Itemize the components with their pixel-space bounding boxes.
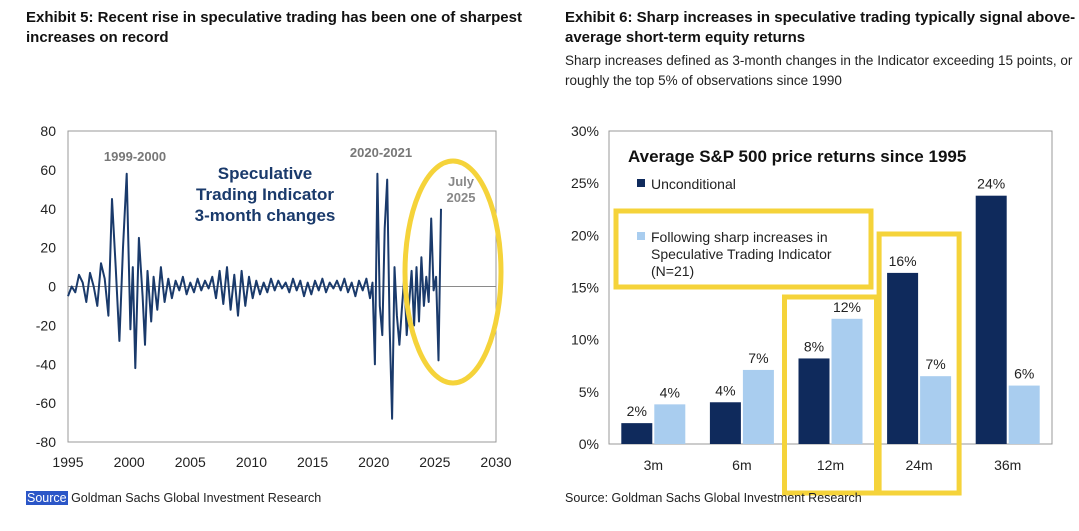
bar-data-label: 7%: [748, 350, 768, 366]
july-2025-highlight-ellipse: [402, 158, 504, 386]
x-tick-label: 24m: [905, 457, 932, 473]
x-tick-label: 36m: [994, 457, 1021, 473]
bar-data-label: 7%: [925, 356, 945, 372]
period-label-1999-2000: 1999-2000: [104, 149, 166, 164]
callout-label: July: [448, 174, 475, 189]
bar-unconditional-6m: [709, 402, 741, 444]
x-tick-label: 6m: [732, 457, 751, 473]
series-annotation-line: Speculative: [218, 164, 313, 183]
bar-data-label: 4%: [715, 382, 735, 398]
bar-data-label: 12%: [833, 299, 861, 315]
right-exhibit-title: Exhibit 6: Sharp increases in speculativ…: [565, 8, 1075, 48]
x-tick-label: 12m: [817, 457, 844, 473]
legend-swatch-unconditional: [637, 179, 645, 187]
highlight-box-24m: [876, 231, 962, 496]
period-label-2020-2021: 2020-2021: [350, 145, 412, 160]
right-source: Source: Goldman Sachs Global Investment …: [565, 491, 862, 505]
bar-unconditional-12m: [798, 358, 830, 444]
bar-sharp-increase-6m: [742, 369, 774, 444]
y-tick-label: 25%: [571, 175, 599, 191]
right-subtitle-line-2: roughly the top 5% of observations since…: [565, 73, 842, 88]
bar-data-label: 6%: [1014, 366, 1034, 382]
legend-label-sharp-increase: (N=21): [651, 263, 694, 279]
right-exhibit-subtitle: Sharp increases defined as 3-month chang…: [565, 51, 1072, 91]
y-tick-label: -60: [36, 395, 56, 411]
bar-data-label: 8%: [804, 338, 824, 354]
legend-highlight-box: [613, 208, 874, 290]
bar-sharp-increase-24m: [920, 376, 952, 444]
y-tick-label: 20: [40, 240, 56, 256]
x-tick-label: 2000: [114, 454, 145, 470]
y-tick-label: -40: [36, 356, 56, 372]
callout-label: 2025: [447, 190, 476, 205]
bar-data-label: 2%: [627, 403, 647, 419]
legend-label-sharp-increase: Speculative Trading Indicator: [651, 246, 832, 262]
bar-data-label: 24%: [977, 176, 1005, 192]
x-tick-label: 1995: [52, 454, 83, 470]
indicator-series-line: [67, 172, 442, 420]
y-tick-label: 60: [40, 162, 56, 178]
x-tick-label: 2020: [358, 454, 389, 470]
series-annotation-line: Trading Indicator: [196, 185, 334, 204]
x-tick-label: 2030: [480, 454, 511, 470]
y-tick-label: 40: [40, 201, 56, 217]
y-tick-label: 80: [40, 123, 56, 139]
left-title-line-2: increases on record: [26, 29, 169, 46]
y-tick-label: 15%: [571, 280, 599, 296]
bar-sharp-increase-3m: [654, 404, 686, 444]
y-tick-label: 0%: [579, 436, 599, 452]
bar-data-label: 16%: [889, 253, 917, 269]
right-title-line-2: average short-term equity returns: [565, 29, 806, 46]
x-tick-label: 3m: [644, 457, 663, 473]
y-tick-label: 0: [48, 279, 56, 295]
x-tick-label: 2025: [419, 454, 450, 470]
right-title-line-1: Exhibit 6: Sharp increases in speculativ…: [565, 9, 1076, 26]
bar-chart-title: Average S&P 500 price returns since 1995: [628, 147, 966, 166]
bar-data-label: 4%: [660, 384, 680, 400]
left-source: Source Goldman Sachs Global Investment R…: [26, 491, 321, 505]
left-source-text: Goldman Sachs Global Investment Research: [67, 491, 322, 505]
y-tick-label: 5%: [579, 384, 599, 400]
x-tick-label: 2015: [297, 454, 328, 470]
x-tick-label: 2005: [175, 454, 206, 470]
left-title-line-1: Exhibit 5: Recent rise in speculative tr…: [26, 9, 522, 26]
bar-unconditional-3m: [621, 423, 653, 444]
left-exhibit-title: Exhibit 5: Recent rise in speculative tr…: [26, 8, 522, 48]
bar-unconditional-24m: [887, 272, 919, 444]
bar-plot-frame: [608, 130, 1053, 445]
left-source-prefix: Source: [26, 491, 68, 505]
legend-label-sharp-increase: Following sharp increases in: [651, 229, 828, 245]
legend-swatch-sharp-increase: [637, 232, 645, 240]
right-subtitle-line-1: Sharp increases defined as 3-month chang…: [565, 53, 1073, 68]
y-tick-label: 10%: [571, 332, 599, 348]
y-tick-label: 30%: [571, 123, 599, 139]
bar-sharp-increase-12m: [831, 318, 863, 444]
y-tick-label: 20%: [571, 227, 599, 243]
bar-unconditional-36m: [975, 195, 1007, 444]
highlight-box-12m: [782, 294, 879, 496]
legend-label-unconditional: Unconditional: [651, 176, 736, 192]
series-annotation-line: 3-month changes: [195, 206, 336, 225]
x-tick-label: 2010: [236, 454, 267, 470]
y-tick-label: -80: [36, 434, 56, 450]
bar-sharp-increase-36m: [1008, 385, 1040, 444]
y-tick-label: -20: [36, 317, 56, 333]
